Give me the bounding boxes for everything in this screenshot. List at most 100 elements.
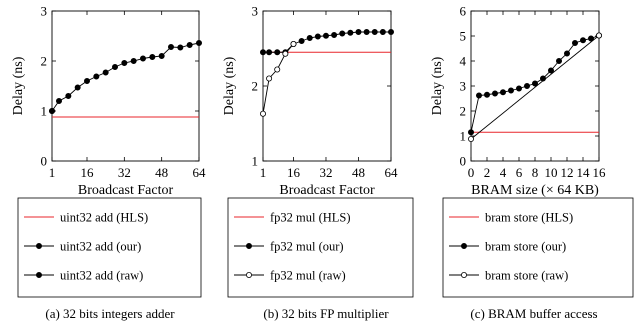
x-tick-label: 16 <box>593 165 607 180</box>
x-tick-label: 16 <box>81 165 95 180</box>
data-point <box>49 108 56 115</box>
legend-box <box>17 197 202 298</box>
legend-swatch-marker <box>36 242 43 249</box>
data-point <box>259 49 266 56</box>
data-point <box>355 28 362 35</box>
x-axis-label: Broadcast Factor <box>78 183 174 198</box>
data-point <box>548 67 555 74</box>
y-tick-label: 1 <box>460 129 467 144</box>
y-tick-label: 5 <box>460 29 467 44</box>
data-point <box>491 90 498 97</box>
data-point <box>130 58 137 65</box>
data-point <box>158 53 165 60</box>
data-point <box>363 28 370 35</box>
legend-box <box>227 197 414 298</box>
x-tick-label: 0 <box>468 165 475 180</box>
legend-entry: fp32 mul (HLS) <box>270 211 351 225</box>
legend-entry: uint32 add (raw) <box>60 269 143 283</box>
legend-entry: bram store (our) <box>485 240 566 254</box>
data-point <box>74 84 81 91</box>
data-point <box>596 32 603 39</box>
y-axis-label: Delay (ns) <box>430 56 445 115</box>
y-tick-label: 3 <box>41 4 48 19</box>
data-point <box>274 49 281 56</box>
x-tick-label: 14 <box>577 165 591 180</box>
data-point <box>266 75 273 82</box>
data-point <box>195 40 202 47</box>
data-point <box>177 44 184 51</box>
data-point <box>564 50 571 57</box>
y-axis-label: Delay (ns) <box>222 56 237 115</box>
x-tick-label: 32 <box>319 165 332 180</box>
y-tick-label: 3 <box>460 79 467 94</box>
data-point <box>499 89 506 96</box>
chart-1: 1 2 3 1 16 32 48 64 Broadcast Factor Delay (ns) fp… <box>222 4 414 321</box>
chart-caption: (a) 32 bits integers adder <box>45 306 175 321</box>
x-tick-label: 1 <box>260 165 267 180</box>
x-tick-label: 64 <box>193 165 207 180</box>
legend-swatch-marker <box>460 271 467 278</box>
x-tick-label: 1 <box>49 165 56 180</box>
x-tick-label: 10 <box>545 165 558 180</box>
y-tick-label: 4 <box>460 54 467 69</box>
x-tick-label: 48 <box>352 165 365 180</box>
data-point <box>84 78 91 85</box>
data-point <box>556 58 563 65</box>
legend-entry: uint32 add (our) <box>60 240 141 254</box>
data-point <box>532 80 539 87</box>
data-point <box>266 49 273 56</box>
data-point <box>290 41 297 48</box>
x-tick-label: 12 <box>561 165 574 180</box>
data-point <box>572 40 579 47</box>
legend-swatch-marker <box>460 242 467 249</box>
y-tick-label: 1 <box>41 104 48 119</box>
data-point <box>314 33 321 40</box>
x-axis-label: Broadcast Factor <box>279 183 375 198</box>
data-point <box>298 38 305 45</box>
data-point <box>306 35 313 42</box>
y-tick-label: 6 <box>460 4 467 19</box>
data-point <box>259 110 266 117</box>
y-tick-label: 1 <box>252 154 259 169</box>
x-tick-label: 64 <box>385 165 399 180</box>
data-point <box>56 98 63 105</box>
x-tick-label: 48 <box>155 165 168 180</box>
plot-frame <box>51 10 200 162</box>
x-tick-label: 2 <box>484 165 491 180</box>
series-line-2 <box>470 35 600 140</box>
y-axis-label: Delay (ns) <box>11 56 26 115</box>
chart-caption: (b) 32 bits FP multiplier <box>263 306 389 321</box>
chart-caption: (c) BRAM buffer access <box>470 306 597 321</box>
legend-entry: fp32 mul (our) <box>270 240 344 254</box>
y-tick-label: 0 <box>41 154 48 169</box>
data-point <box>467 135 474 142</box>
data-point <box>347 29 354 36</box>
data-point <box>186 42 193 49</box>
data-point <box>475 92 482 99</box>
data-point <box>139 55 146 62</box>
data-point <box>339 30 346 37</box>
x-tick-label: 8 <box>532 165 539 180</box>
data-point <box>149 54 156 61</box>
legend-swatch-marker <box>245 242 252 249</box>
x-tick-label: 16 <box>287 165 301 180</box>
data-point <box>121 60 128 67</box>
data-point <box>379 28 386 35</box>
y-tick-label: 2 <box>460 104 467 119</box>
legend-entry: fp32 mul (raw) <box>270 269 346 283</box>
data-point <box>102 69 109 76</box>
data-point <box>387 28 394 35</box>
y-tick-label: 2 <box>252 79 259 94</box>
data-point <box>580 37 587 44</box>
data-point <box>524 83 531 90</box>
data-point <box>282 50 289 57</box>
series-line-1 <box>51 42 200 112</box>
x-tick-label: 6 <box>516 165 523 180</box>
data-point <box>588 35 595 42</box>
data-point <box>331 32 338 39</box>
data-point <box>322 32 329 39</box>
data-point <box>112 64 119 71</box>
x-tick-label: 32 <box>118 165 131 180</box>
